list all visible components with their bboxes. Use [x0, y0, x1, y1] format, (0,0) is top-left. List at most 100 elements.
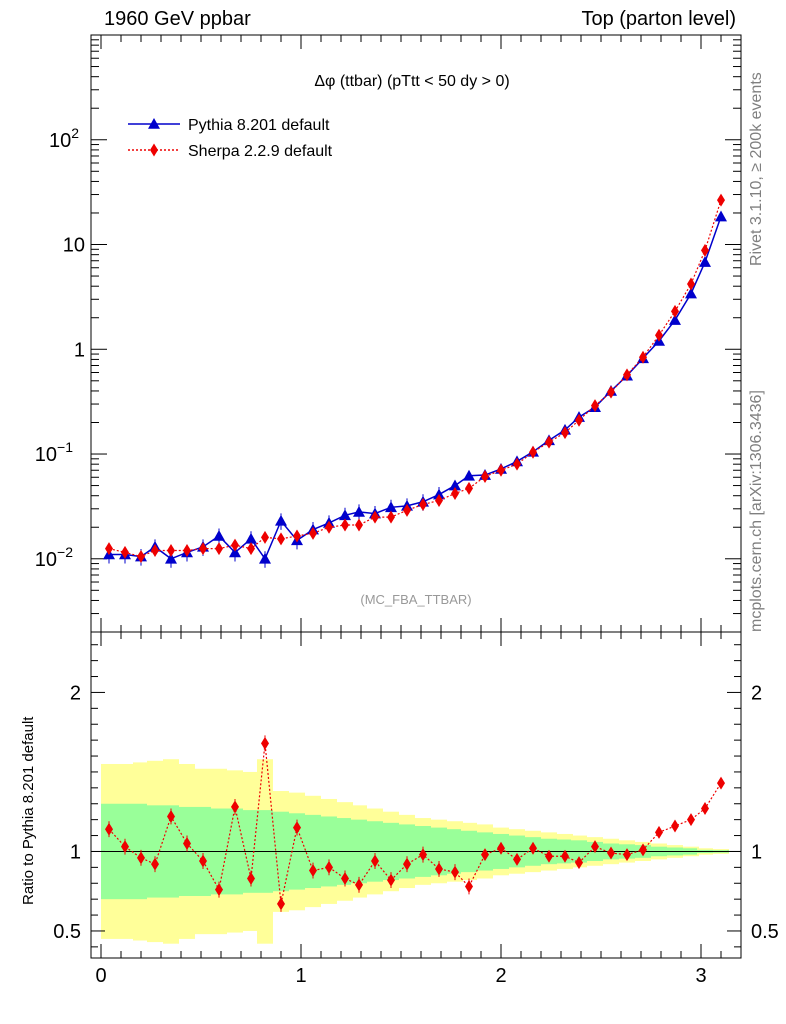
pythia-point	[699, 256, 711, 267]
sherpa-ratio-point	[451, 865, 459, 879]
sherpa-point	[151, 543, 159, 557]
sherpa-ratio-point	[529, 841, 537, 855]
sherpa-point	[435, 494, 443, 508]
sherpa-ratio-point	[137, 851, 145, 865]
pythia-point	[433, 488, 445, 500]
sherpa-point	[419, 497, 427, 511]
pythia-point	[245, 532, 257, 544]
sherpa-ratio-point	[403, 857, 411, 871]
sherpa-point	[387, 510, 395, 524]
legend-label-pythia: Pythia 8.201 default	[188, 117, 330, 134]
ratio-y-tick-label: 0.5	[53, 921, 81, 943]
sherpa-ratio-point	[371, 854, 379, 868]
pythia-point	[669, 314, 681, 325]
sherpa-point	[701, 243, 709, 257]
y-tick-label: 10	[63, 235, 85, 257]
sherpa-ratio-point	[481, 848, 489, 862]
y-tick-label: 102	[49, 125, 79, 152]
pythia-point	[229, 546, 241, 558]
sherpa-point	[247, 542, 255, 556]
sherpa-point	[717, 193, 725, 207]
sherpa-ratio-line	[108, 743, 722, 905]
sherpa-ratio-point	[231, 800, 239, 814]
sherpa-point	[121, 545, 129, 559]
legend: Pythia 8.201 default Sherpa 2.2.9 default	[128, 117, 333, 160]
sherpa-point	[325, 520, 333, 534]
sherpa-ratio-point	[277, 897, 285, 911]
sherpa-point	[403, 503, 411, 517]
sherpa-ratio-point	[701, 802, 709, 816]
pythia-point	[449, 479, 461, 491]
pythia-point	[353, 505, 365, 517]
sherpa-ratio-point	[105, 822, 113, 836]
sherpa-ratio-point	[655, 825, 663, 839]
sherpa-point	[355, 518, 363, 532]
pythia-point	[715, 210, 727, 222]
plot-title: Δφ (ttbar) (pTtt < 50 dy > 0)	[314, 73, 509, 90]
ratio-y-tick-label-right: 0.5	[751, 921, 779, 943]
sherpa-point	[465, 481, 473, 495]
sherpa-ratio-point	[325, 860, 333, 874]
ratio-y-tick-label-right: 1	[751, 841, 762, 863]
pythia-series-line	[109, 216, 722, 561]
sherpa-point	[591, 399, 599, 413]
sherpa-point	[623, 368, 631, 382]
sherpa-point	[561, 426, 569, 440]
sherpa-ratio-point	[607, 846, 615, 860]
pythia-point	[275, 514, 287, 526]
sherpa-ratio-point	[341, 871, 349, 885]
sherpa-ratio-point	[687, 813, 695, 827]
sherpa-ratio-point	[355, 878, 363, 892]
y-tick-label-exponent: −2	[57, 544, 73, 560]
sherpa-point	[309, 526, 317, 540]
sherpa-ratio-point	[121, 840, 129, 854]
ratio-plot-panel: 0 1 2 3 0.5 0.5 1 1 2 2	[53, 631, 779, 987]
sherpa-point	[545, 435, 553, 449]
sherpa-point	[513, 457, 521, 471]
sherpa-ratio-point	[419, 848, 427, 862]
process-label: Top (parton level)	[581, 8, 736, 30]
sherpa-ratio-point	[513, 852, 521, 866]
sherpa-point	[199, 542, 207, 556]
ratio-plot-frame	[90, 631, 742, 959]
sherpa-point	[655, 328, 663, 342]
sherpa-point	[277, 532, 285, 546]
y-tick-label-exponent: 2	[71, 125, 79, 141]
energy-label: 1960 GeV ppbar	[104, 8, 251, 30]
sherpa-ratio-point	[215, 883, 223, 897]
sherpa-ratio-point	[199, 854, 207, 868]
sherpa-ratio-point	[261, 736, 269, 750]
sherpa-ratio-point	[167, 809, 175, 823]
sherpa-series-line	[108, 199, 722, 558]
sherpa-point	[671, 304, 679, 318]
y-tick-label: 10−1	[35, 439, 73, 466]
sherpa-ratio-point	[671, 819, 679, 833]
sherpa-ratio-point	[293, 821, 301, 835]
y-tick-label-exponent: −1	[57, 439, 73, 455]
sherpa-point	[639, 350, 647, 364]
pythia-point	[385, 501, 397, 513]
legend-marker-sherpa	[150, 143, 158, 157]
sherpa-ratio-point	[591, 840, 599, 854]
sherpa-point	[529, 445, 537, 459]
sherpa-ratio-point	[497, 841, 505, 855]
sherpa-ratio-point	[575, 856, 583, 870]
sherpa-point	[481, 470, 489, 484]
sherpa-point	[105, 542, 113, 556]
sherpa-ratio-point	[387, 873, 395, 887]
legend-label-sherpa: Sherpa 2.2.9 default	[188, 143, 333, 160]
sherpa-ratio-point	[623, 848, 631, 862]
ratio-y-tick-label-right: 2	[751, 682, 762, 704]
sherpa-point	[575, 413, 583, 427]
ratio-y-tick-label: 2	[70, 682, 81, 704]
pythia-point	[339, 509, 351, 521]
sherpa-point	[137, 550, 145, 564]
sherpa-ratio-point	[435, 862, 443, 876]
sherpa-point	[607, 385, 615, 399]
sherpa-ratio-point	[465, 879, 473, 893]
pythia-point	[165, 552, 177, 564]
pythia-point	[685, 287, 697, 299]
sherpa-point	[293, 529, 301, 543]
sherpa-point	[687, 277, 695, 291]
